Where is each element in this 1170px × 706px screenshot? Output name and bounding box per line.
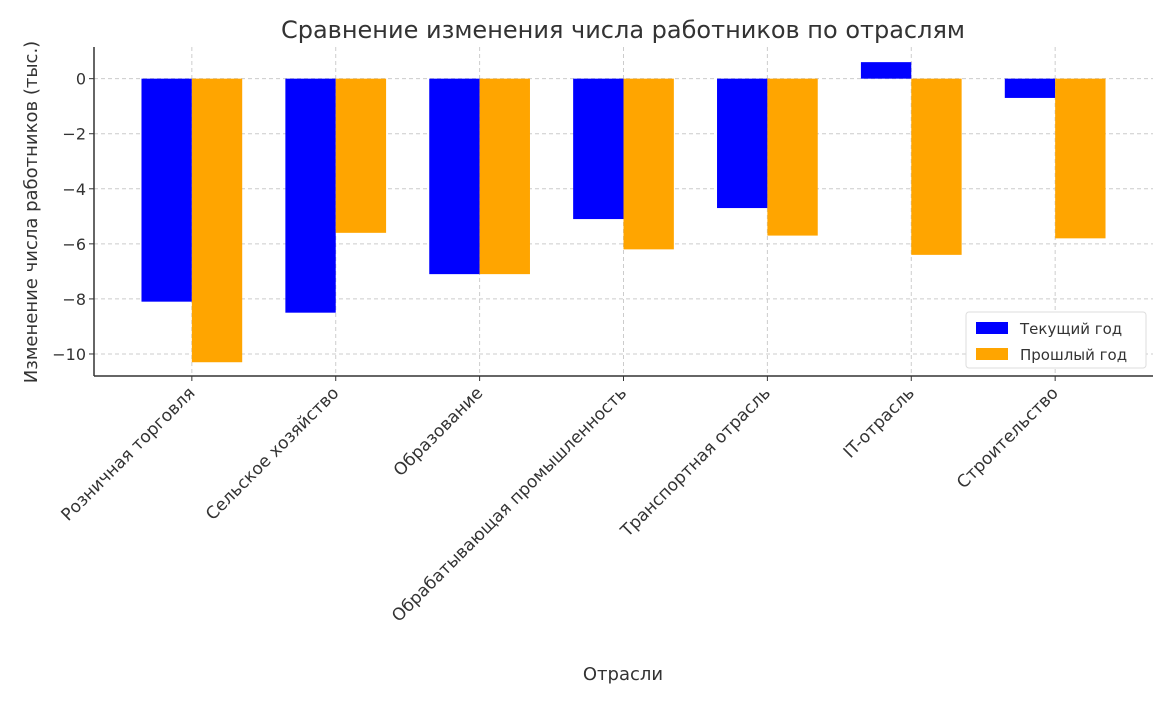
bar-last-year [1055,78,1106,239]
bar-current-year [573,78,624,220]
x-tick-label: IT-отрасль [840,383,919,462]
legend-label: Текущий год [1019,320,1122,338]
y-tick-label: −4 [62,180,86,199]
x-tick-label: Розничная торговля [58,383,200,525]
x-axis-label: Отрасли [583,664,663,685]
legend-label: Прошлый год [1020,346,1127,364]
bar-current-year [429,78,480,275]
x-tick-label: Сельское хозяйство [202,383,343,524]
y-tick-label: −8 [62,290,86,309]
y-tick-label: −10 [52,345,86,364]
bar-last-year [191,78,243,363]
bar-current-year [1004,78,1056,98]
x-tick-label: Транспортная отрасль [616,383,775,542]
y-tick-label: 0 [76,70,86,89]
bar-current-year [860,62,912,79]
y-tick-label: −2 [62,125,86,144]
bar-last-year [335,78,387,233]
x-tick-label: Обрабатывающая промышленность [388,383,631,626]
y-tick-label: −6 [62,235,86,254]
bar-last-year [479,78,530,275]
bar-last-year [911,78,962,255]
bar-current-year [285,78,336,313]
legend-swatch [976,348,1008,360]
bar-last-year [623,78,674,250]
bar-current-year [717,78,768,209]
chart-title: Сравнение изменения числа работников по … [281,16,965,44]
bar-current-year [141,78,192,302]
legend-swatch [976,322,1008,334]
legend-frame [965,311,1147,369]
x-tick-label: Образование [390,383,487,480]
legend: Текущий год Прошлый год [965,311,1147,369]
x-tick-label: Строительство [953,383,1063,493]
bar-last-year [767,78,818,236]
y-axis-label: Изменение числа работников (тыс.) [21,41,42,383]
